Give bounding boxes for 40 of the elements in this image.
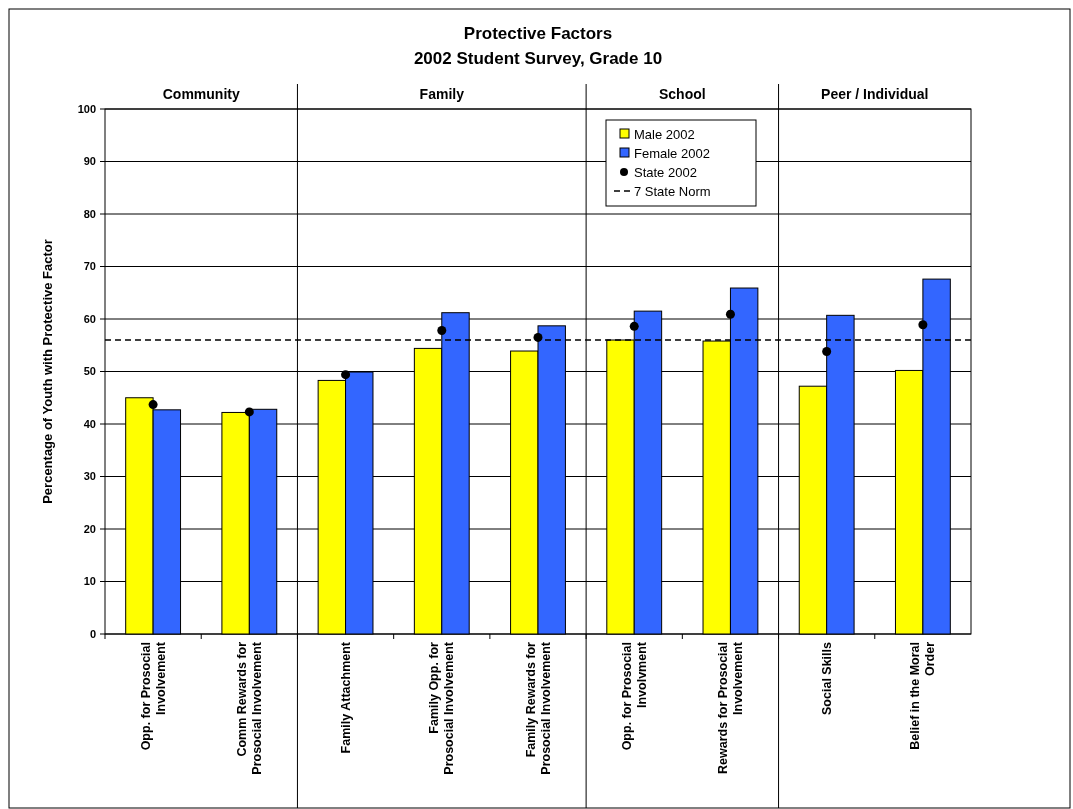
x-tick-label: Family Opp. for Prosocial Involvement [427,641,457,775]
legend-label: Male 2002 [634,126,695,142]
point [822,347,832,357]
text: School [659,86,706,102]
y-tick-label: 30 [83,470,96,483]
y-tick-label: 70 [83,260,96,273]
y-tick-label: 10 [83,575,96,588]
point [533,332,543,342]
point [148,400,158,410]
x-tick-label: Comm Rewards for Prosocial Involvement [234,641,264,775]
chart-title: Protective Factors [463,24,613,43]
point [918,320,928,330]
legend-label: State 2002 [634,164,697,180]
text: Community [162,86,240,102]
y-tick-label: 100 [77,102,96,115]
x-tick-label: Rewards for Prosocial Involvement [715,641,745,774]
y-tick-label: 50 [83,365,96,378]
x-tick-label: Family Attachment [338,641,353,754]
y-tick-label: 0 [89,627,96,640]
y-tick-label: 90 [83,155,96,168]
y-tick-label: 60 [83,312,96,325]
x-tick-label: Social Skills [819,641,834,715]
point [437,326,447,336]
y-tick-label: 80 [83,207,96,220]
x-tick-label: Belief in the Moral Order [908,641,938,750]
legend-label: 7 State Norm [634,183,711,199]
point [244,407,254,417]
text: Family [419,86,465,102]
x-tick-label: Opp. for Prosocial Involvment [619,641,649,751]
point [341,370,351,380]
legend-label: Female 2002 [634,145,710,161]
y-axis-title: Percentage of Youth with Protective Factor [40,239,55,504]
x-tick-label: Family Rewards for Prosocial Involvement [523,641,553,775]
y-tick-label: 40 [83,417,96,430]
chart-subtitle: 2002 Student Survey, Grade 10 [413,49,663,68]
point [725,309,735,319]
point [629,321,639,331]
x-tick-label: Opp. for Prosocial Involvement [138,641,168,751]
text: Peer / Individual [821,86,929,102]
y-tick-label: 20 [83,522,96,535]
